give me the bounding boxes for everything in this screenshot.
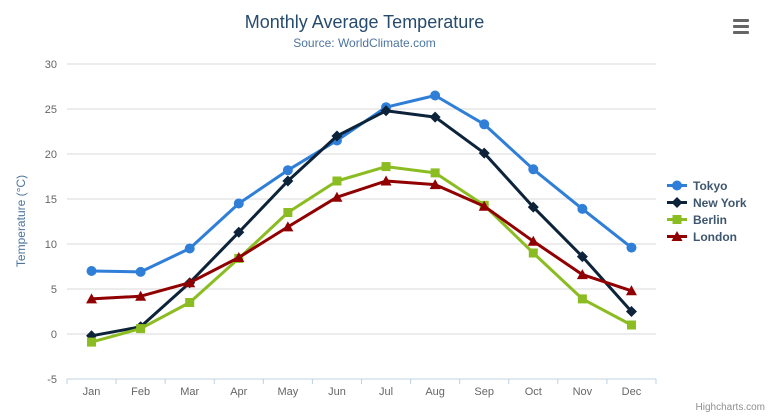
legend-marker-london[interactable] xyxy=(671,231,683,241)
x-axis-tick-label: Feb xyxy=(131,386,150,398)
legend-label: New York xyxy=(693,195,747,210)
point-new-york[interactable] xyxy=(429,111,441,123)
y-axis-tick-label: 5 xyxy=(51,284,57,296)
point-berlin[interactable] xyxy=(528,248,538,258)
point-new-york[interactable] xyxy=(527,201,539,213)
point-berlin[interactable] xyxy=(87,337,97,347)
x-axis-tick-label: Jan xyxy=(83,386,101,398)
triangle-marker-icon xyxy=(667,231,687,241)
hamburger-icon xyxy=(733,25,749,28)
point-tokyo[interactable] xyxy=(528,164,539,175)
point-berlin[interactable] xyxy=(577,294,587,304)
point-london[interactable] xyxy=(331,191,343,202)
point-new-york[interactable] xyxy=(576,251,588,263)
point-london[interactable] xyxy=(429,179,441,190)
x-axis-tick-label: May xyxy=(277,386,298,398)
series-tokyo xyxy=(86,90,637,277)
diamond-marker-icon xyxy=(667,197,687,208)
point-tokyo[interactable] xyxy=(430,90,441,101)
chart-title: Monthly Average Temperature xyxy=(244,12,485,32)
point-new-york[interactable] xyxy=(282,175,294,187)
point-london[interactable] xyxy=(527,235,539,246)
y-axis-tick-label: 15 xyxy=(45,194,57,206)
series-line-london xyxy=(90,179,633,301)
legend-label: Berlin xyxy=(693,212,728,227)
point-berlin[interactable] xyxy=(332,176,342,186)
credits-link[interactable]: Highcharts.com xyxy=(695,402,765,413)
point-london[interactable] xyxy=(86,293,98,304)
point-tokyo[interactable] xyxy=(233,198,244,209)
point-london[interactable] xyxy=(380,175,392,186)
point-berlin[interactable] xyxy=(185,298,195,307)
point-london[interactable] xyxy=(233,252,245,262)
chart-subtitle: Source: WorldClimate.com xyxy=(293,36,436,50)
x-axis-tick-label: Jul xyxy=(379,386,393,398)
x-axis-tick-label: Nov xyxy=(573,386,593,398)
series-line-new-york xyxy=(90,109,633,338)
point-tokyo[interactable] xyxy=(135,266,146,277)
point-london[interactable] xyxy=(576,269,588,280)
point-london[interactable] xyxy=(135,290,147,301)
point-tokyo[interactable] xyxy=(86,266,97,276)
square-marker-icon xyxy=(667,215,687,224)
point-tokyo[interactable] xyxy=(479,119,490,130)
point-new-york[interactable] xyxy=(478,147,490,159)
point-london[interactable] xyxy=(478,200,490,211)
point-tokyo[interactable] xyxy=(626,242,637,253)
point-new-york[interactable] xyxy=(331,130,343,142)
point-london[interactable] xyxy=(282,221,294,232)
legend-marker-tokyo[interactable] xyxy=(672,180,682,191)
x-axis-tick-label: Jun xyxy=(328,386,346,398)
y-axis-tick-label: 20 xyxy=(45,149,57,161)
point-tokyo[interactable] xyxy=(184,243,195,254)
point-berlin[interactable] xyxy=(136,324,146,334)
x-axis-tick-label: Apr xyxy=(230,386,247,398)
series-new-york xyxy=(86,105,637,342)
y-axis-tick-label: 10 xyxy=(45,239,57,251)
legend-item-berlin[interactable]: Berlin xyxy=(666,211,747,228)
x-axis-tick-label: Sep xyxy=(474,386,494,398)
legend-label: London xyxy=(693,229,737,244)
x-axis-tick-label: Mar xyxy=(180,386,199,398)
x-axis-tick-label: Dec xyxy=(622,386,642,398)
y-axis-tick-label: 0 xyxy=(51,329,57,341)
y-axis-title: Temperature (°C) xyxy=(14,174,28,268)
point-london[interactable] xyxy=(184,277,196,288)
y-axis-tick-label: 30 xyxy=(45,59,57,71)
point-berlin[interactable] xyxy=(626,320,636,330)
export-menu-button[interactable] xyxy=(732,18,750,35)
point-new-york[interactable] xyxy=(233,226,245,238)
point-new-york[interactable] xyxy=(625,306,637,317)
y-axis-tick-label: 25 xyxy=(45,104,57,116)
point-berlin[interactable] xyxy=(381,162,391,172)
legend-item-new-york[interactable]: New York xyxy=(666,194,747,211)
legend: Tokyo New York Berlin London xyxy=(666,177,747,245)
point-berlin[interactable] xyxy=(283,208,293,217)
circle-marker-icon xyxy=(667,180,687,191)
y-axis-tick-label: -5 xyxy=(47,374,57,386)
point-tokyo[interactable] xyxy=(577,203,588,214)
point-london[interactable] xyxy=(625,285,637,296)
series-line-berlin xyxy=(90,165,633,344)
legend-item-london[interactable]: London xyxy=(666,228,747,245)
legend-item-tokyo[interactable]: Tokyo xyxy=(666,177,747,194)
point-new-york[interactable] xyxy=(380,105,392,117)
x-axis-tick-label: Aug xyxy=(425,386,445,398)
legend-marker-berlin[interactable] xyxy=(672,215,682,224)
series-london xyxy=(86,175,637,304)
legend-marker-new-york[interactable] xyxy=(671,197,683,208)
hamburger-icon xyxy=(733,31,749,34)
point-tokyo[interactable] xyxy=(282,165,293,176)
legend-label: Tokyo xyxy=(693,178,728,193)
hamburger-icon xyxy=(733,19,749,22)
x-axis-tick-label: Oct xyxy=(525,386,542,398)
point-berlin[interactable] xyxy=(430,168,440,178)
